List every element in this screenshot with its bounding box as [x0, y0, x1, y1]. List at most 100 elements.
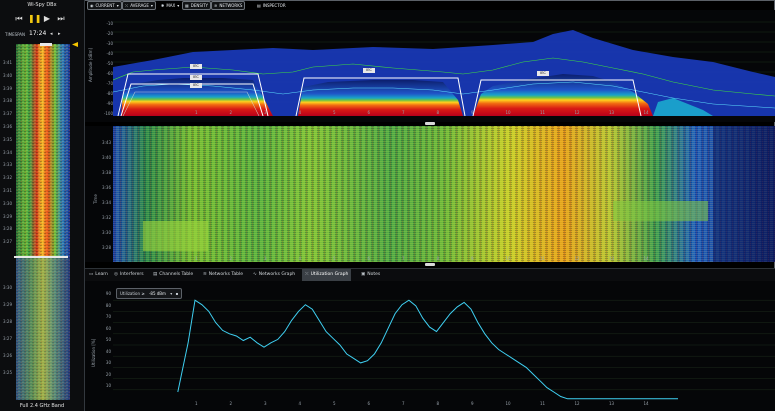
network-label[interactable]: IEC [190, 64, 202, 69]
pause-icon[interactable]: ❚❚ [28, 14, 42, 23]
x-tick-label: 8 [437, 401, 440, 406]
max-toggle[interactable]: ✱ MAX ▾ [158, 1, 182, 10]
tab-notes[interactable]: ▣ Notes [361, 269, 380, 281]
utilization-threshold-selector[interactable]: Utilization ≥ -85 dBm ▾ ▪ [116, 288, 182, 299]
density-toggle[interactable]: ▦ DENSITY [182, 1, 211, 10]
y-tick-label: 70 [105, 314, 111, 319]
x-tick-label: 4 [299, 256, 302, 261]
x-tick-label: 6 [368, 256, 371, 261]
utilization-icon: ⤫ [305, 272, 309, 277]
mini-waterfall-lower[interactable] [4, 258, 84, 400]
x-tick-label: 13 [609, 110, 615, 115]
wifi-icon: ≋ [203, 272, 207, 277]
average-icon: ⤫ [125, 3, 129, 8]
tab-networks-table[interactable]: ≋ Networks Table [203, 269, 243, 281]
x-tick-label: 11 [540, 110, 546, 115]
time-tick-label: 3:39 [3, 85, 12, 91]
view-toolbar: ◉ CURRENT ▾ ⤫ AVERAGE ▾ ✱ MAX ▾ ▦ DENSITY ≋ NETW… [85, 0, 775, 10]
mini-waterfall-upper-image [16, 44, 70, 258]
current-toggle[interactable]: ◉ CURRENT ▾ [87, 1, 122, 10]
waterfall-panel[interactable]: Time 3:43 3:40 3:38 3:36 3:34 3:32 3:30 3:28 [85, 126, 775, 262]
x-tick-label: 2 [230, 256, 233, 261]
x-tick-label: 10 [506, 401, 512, 406]
y-tick-label: 90 [105, 291, 111, 296]
x-tick-label: 13 [609, 401, 615, 406]
tab-networks-graph[interactable]: ∿ Networks Graph [253, 269, 295, 281]
x-tick-label: 7 [402, 401, 405, 406]
x-tick-label: 11 [540, 256, 546, 261]
max-icon: ✱ [161, 3, 165, 8]
y-tick-label: 3:32 [102, 215, 111, 220]
timespan-prev-button[interactable]: ◂ [50, 31, 53, 37]
spectrum-resize-handle[interactable] [425, 122, 435, 125]
inspector-icon: ▤ [257, 3, 261, 8]
waterfall-resize-handle[interactable] [425, 263, 435, 266]
spectrum-panel[interactable]: Amplitude [dBm] -10 -20 -30 -40 -50 -60 -70 -80… [85, 10, 775, 122]
settings-icon: ▪ [175, 291, 179, 296]
time-tick-label: 3:37 [3, 111, 12, 117]
y-tick-label: 3:40 [102, 155, 111, 160]
inspector-toggle[interactable]: ▤ INSPECTOR [257, 1, 286, 10]
y-tick-label: 3:38 [102, 170, 111, 175]
x-tick-label: 14 [644, 401, 650, 406]
average-label: AVERAGE [130, 3, 149, 8]
utilization-x-axis: 1 2 3 4 5 6 7 8 9 10 11 12 13 14 [195, 401, 649, 406]
x-tick-label: 4 [299, 110, 302, 115]
utilization-series-line [177, 299, 678, 400]
x-tick-label: 7 [402, 256, 405, 261]
left-panel: Wi-Spy DBx ⏮ ❚❚ ▶ ⏭ TIMESPAN 17:24 ◂ ▸ [0, 0, 85, 411]
network-label[interactable]: IEC [190, 83, 202, 88]
networks-toggle[interactable]: ≋ NETWORKS [211, 1, 246, 10]
mini-waterfall-top-handle[interactable] [40, 43, 52, 46]
y-tick-label: -70 [106, 81, 113, 86]
mini-waterfall-upper[interactable] [4, 44, 84, 258]
range-marker-icon[interactable] [72, 42, 78, 47]
timespan-next-button[interactable]: ▸ [58, 31, 61, 37]
tab-utilization-graph[interactable]: ⤫ Utilization Graph [302, 269, 352, 281]
tab-learn[interactable]: ▭ Learn [89, 269, 108, 281]
time-tick-label: 3:30 [3, 285, 12, 290]
networks-label: NETWORKS [219, 3, 243, 8]
x-tick-label: 2 [230, 401, 233, 406]
tab-label: Notes [367, 272, 381, 277]
mini-waterfall-divider[interactable] [14, 256, 68, 258]
play-icon[interactable]: ▶ [43, 14, 51, 23]
inspector-label: INSPECTOR [262, 3, 286, 8]
tab-bar: ▭ Learn ◎ Interferers ▤ Channels Table ≋ Net… [85, 268, 775, 282]
skip-forward-icon[interactable]: ⏭ [57, 14, 65, 23]
network-label[interactable]: IEC [190, 75, 202, 80]
waterfall-y-axis: 3:43 3:40 3:38 3:36 3:34 3:32 3:30 3:28 [95, 126, 111, 262]
density-label: DENSITY [190, 3, 208, 8]
y-tick-label: -80 [106, 91, 113, 96]
time-tick-label: 3:41 [3, 60, 12, 65]
network-label[interactable]: IEC [537, 71, 549, 76]
x-tick-label: 13 [609, 256, 615, 261]
x-tick-label: 9 [471, 256, 474, 261]
time-tick-label: 3:35 [3, 136, 12, 142]
x-tick-label: 4 [299, 401, 302, 406]
time-tick-label: 3:27 [3, 336, 12, 341]
chevron-down-icon: ▾ [150, 3, 153, 8]
network-label[interactable]: IEC [363, 68, 375, 73]
book-icon: ▭ [89, 272, 94, 277]
average-toggle[interactable]: ⤫ AVERAGE ▾ [122, 1, 156, 10]
tab-label: Channels Table [159, 272, 194, 277]
tab-channels-table[interactable]: ▤ Channels Table [153, 269, 193, 281]
utilization-y-axis: 90 80 70 60 50 40 30 20 10 [95, 281, 111, 411]
y-tick-label: 60 [105, 325, 111, 331]
band-label: Full 2.4 GHz Band [19, 403, 65, 409]
time-tick-label: 3:32 [3, 175, 12, 181]
spectrum-plot: 1 2 3 4 5 6 7 8 9 10 11 12 13 14 [113, 21, 775, 116]
tab-label: Learn [95, 272, 108, 277]
time-tick-label: 3:36 [3, 124, 12, 129]
skip-back-icon[interactable]: ⏮ [15, 14, 23, 23]
time-tick-label: 3:38 [3, 98, 12, 104]
tab-interferers[interactable]: ◎ Interferers [114, 269, 144, 281]
time-tick-label: 3:34 [3, 149, 12, 155]
timespan-label: TIMESPAN [5, 32, 26, 37]
x-tick-label: 6 [368, 110, 371, 115]
chevron-down-icon: ▾ [170, 291, 173, 296]
time-tick-label: 3:40 [3, 72, 12, 78]
tab-label: Networks Graph [258, 272, 296, 277]
